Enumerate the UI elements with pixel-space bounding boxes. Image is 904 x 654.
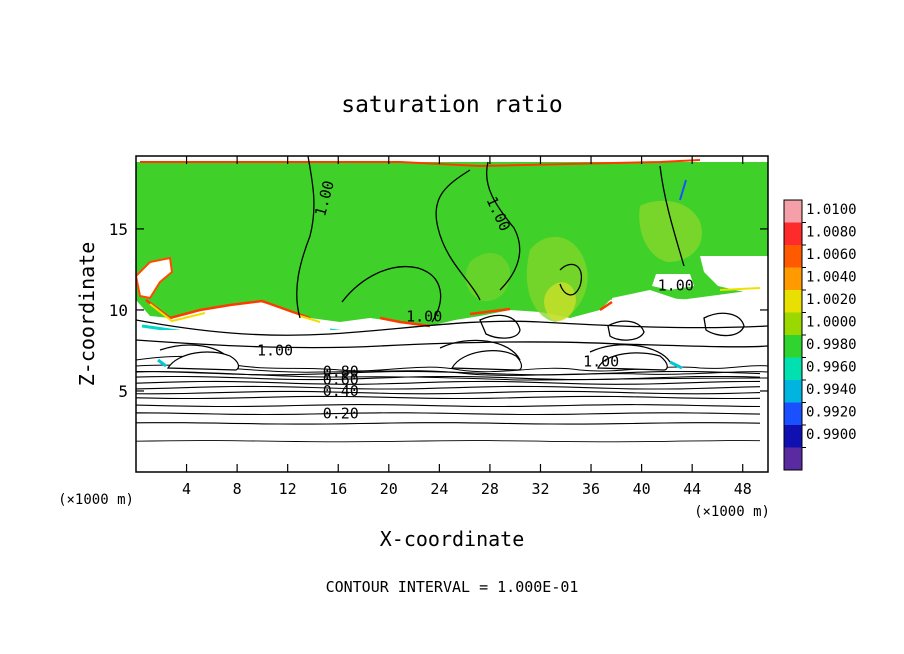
colorbar-swatch	[784, 335, 802, 358]
x-axis: 4 8 12 16 20 24 28 32 36 40 44 48	[182, 156, 752, 498]
contour-label: 1.00	[406, 307, 442, 325]
colorbar-label: 0.9960	[806, 359, 857, 375]
x-tick-label: 4	[182, 480, 191, 498]
colorbar-swatch	[784, 357, 802, 381]
contour-label: 0.40	[323, 382, 359, 400]
flat-contour-group	[136, 370, 761, 443]
colorbar-label: 0.9940	[806, 382, 857, 398]
colorbar-label: 1.0020	[806, 292, 857, 308]
contour-line	[136, 370, 761, 376]
colorbar-label: 0.9980	[806, 337, 857, 353]
colorbar-label: 0.9900	[806, 427, 857, 443]
x-axis-unit: (×1000 m)	[694, 504, 770, 520]
dry-region	[136, 330, 768, 472]
contour-label: 1.00	[257, 341, 293, 359]
colorbar-legend: 1.0100 1.0080 1.0060 1.0040 1.0020 1.0000 0.99…	[783, 199, 857, 471]
colorbar-swatch	[784, 312, 802, 336]
supersaturated-patch	[544, 282, 576, 322]
x-axis-title: X-coordinate	[380, 527, 525, 551]
x-tick-label: 32	[531, 480, 549, 498]
contour-label: 0.20	[323, 405, 359, 423]
y-axis: 5 10 15	[109, 220, 768, 401]
contour-line	[136, 395, 761, 400]
y-axis-title: Z-coordinate	[75, 242, 99, 387]
contour-label: 0.80	[323, 362, 359, 380]
colorbar-swatch	[784, 200, 802, 223]
colorbar-swatch	[784, 402, 802, 426]
saturated-region	[136, 156, 768, 326]
contour-label: 1.00	[583, 353, 619, 371]
colorbar-label: 1.0080	[806, 224, 857, 240]
x-tick-label: 44	[683, 480, 701, 498]
x-tick-label: 40	[633, 480, 651, 498]
colorbar-swatch	[784, 290, 802, 313]
contour-label: 0.60	[323, 370, 359, 388]
colorbar-swatch	[784, 380, 802, 403]
cloud-edge-fringe	[149, 287, 761, 323]
contour-line	[136, 385, 761, 390]
contour-line	[136, 375, 761, 381]
plot-frame	[135, 155, 769, 473]
cloud-dome-fringe	[157, 358, 683, 370]
y-tick-label: 10	[109, 301, 128, 320]
colorbar-label: 0.9920	[806, 404, 857, 420]
cloud-domes	[166, 350, 668, 371]
colorbar-swatch	[784, 222, 802, 246]
colorbar-swatch	[784, 267, 802, 291]
y-tick-label: 5	[118, 382, 128, 401]
y-tick-label: 15	[109, 220, 128, 239]
colorbar-label: 1.0100	[806, 202, 857, 218]
colorbar-swatch	[784, 447, 802, 471]
colorbar-label: 1.0040	[806, 269, 857, 285]
x-tick-label: 28	[481, 480, 499, 498]
y-axis-unit: (×1000 m)	[58, 492, 134, 508]
contour-line	[136, 390, 761, 395]
contour-line	[136, 412, 761, 416]
x-tick-label: 48	[734, 480, 752, 498]
colorbar-label: 1.0000	[806, 314, 857, 330]
contour-line	[136, 422, 761, 425]
x-tick-label: 8	[233, 480, 242, 498]
subsaturated-hole	[700, 256, 768, 292]
colorbar-swatch	[784, 245, 802, 268]
contour-lines	[136, 156, 768, 363]
x-tick-label: 36	[582, 480, 600, 498]
supersaturated-patch	[465, 252, 511, 302]
chart-title: saturation ratio	[341, 92, 563, 118]
subsaturated-hole	[652, 274, 694, 290]
supersaturated-patch	[639, 200, 702, 262]
x-tick-label: 20	[380, 480, 398, 498]
cloud-edge-fringe	[145, 299, 613, 328]
contour-line	[136, 404, 761, 408]
colorbar-swatch	[784, 425, 802, 448]
contour-interval-note: CONTOUR INTERVAL = 1.000E-01	[326, 578, 579, 596]
colorbar-label: 1.0060	[806, 247, 857, 263]
contour-line	[136, 380, 761, 385]
x-tick-label: 12	[279, 480, 297, 498]
x-tick-label: 16	[329, 480, 347, 498]
x-tick-label: 24	[430, 480, 448, 498]
plot-area	[136, 156, 768, 472]
top-boundary-strip	[136, 156, 768, 162]
contour-label: 1.00	[658, 277, 694, 295]
contour-line	[136, 440, 761, 443]
subsaturated-hole	[136, 256, 174, 300]
supersaturated-edge	[140, 159, 701, 168]
